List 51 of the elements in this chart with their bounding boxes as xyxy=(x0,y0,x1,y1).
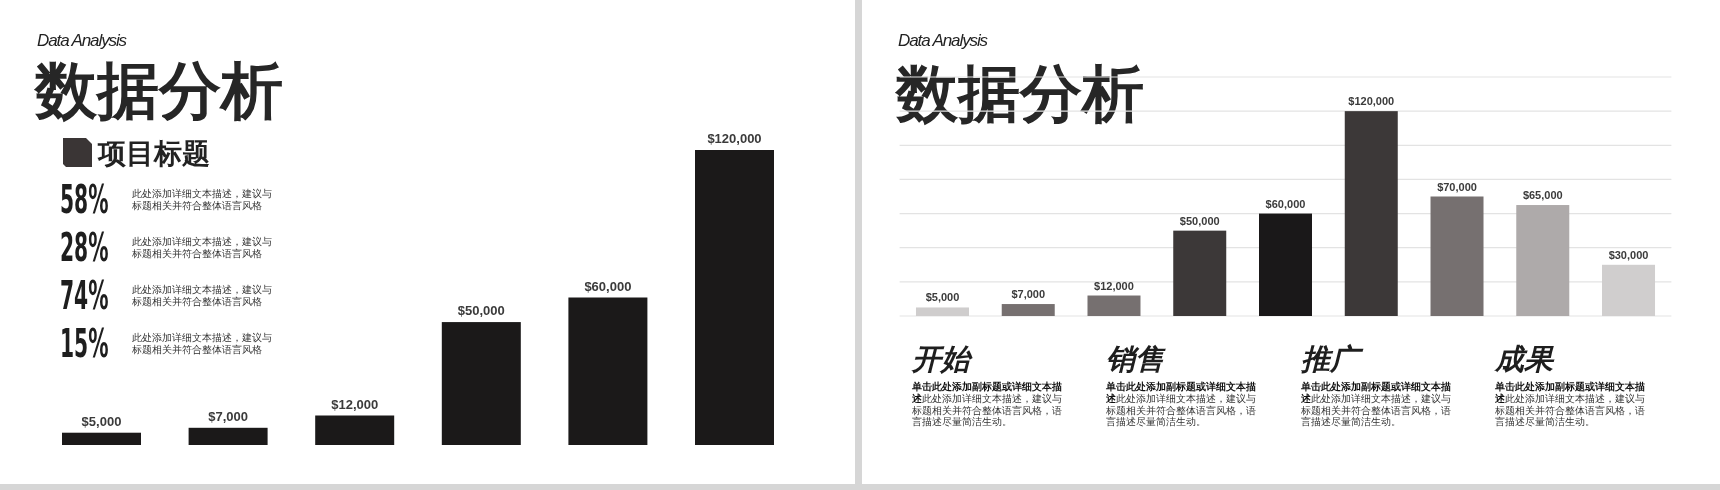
bar xyxy=(1001,304,1055,316)
annotation: 此处添加详细文本描述，建议与标题相关并符合整体语言风格 xyxy=(131,236,272,259)
data-label: $12,000 xyxy=(1094,279,1134,292)
text: 推广 xyxy=(1299,342,1364,376)
bar xyxy=(1602,264,1656,316)
annotation: 28% xyxy=(60,224,109,270)
data-label: $60,000 xyxy=(584,278,632,294)
data-label: $5,000 xyxy=(925,291,960,304)
text: 数据分析 xyxy=(33,54,283,127)
data-label: $7,000 xyxy=(1011,288,1046,301)
data-label: $60,000 xyxy=(1265,197,1306,210)
text: 销售 xyxy=(1106,342,1167,376)
text: 单击此处添加副标题或详细文本描述此处添加详细文本描述，建议与标题相关并符合整体语言风格，语言描述尽量简洁生动。 xyxy=(1493,381,1645,428)
bar xyxy=(1173,230,1227,316)
bar xyxy=(1087,295,1141,316)
annotation: 15% xyxy=(60,320,109,366)
bar xyxy=(188,427,268,445)
chart-title: 数据分析 xyxy=(894,57,1144,130)
annotation: 项目标题 xyxy=(97,137,210,170)
bar xyxy=(1344,111,1398,316)
chart-subtitle: Data Analysis xyxy=(898,31,989,50)
bar xyxy=(568,297,648,445)
annotation: 58% xyxy=(60,176,109,222)
text: 单击此处添加副标题或详细文本描述此处添加详细文本描述，建议与标题相关并符合整体语言风格，语言描述尽量简洁生动。 xyxy=(1105,381,1257,428)
bar xyxy=(62,432,141,445)
data-label: $65,000 xyxy=(1522,189,1563,202)
data-label: $50,000 xyxy=(1179,214,1220,227)
data-label: $5,000 xyxy=(81,413,122,429)
data-label: $7,000 xyxy=(208,408,248,424)
bar xyxy=(1516,205,1570,316)
bar xyxy=(315,415,395,445)
text: 单击此处添加副标题或详细文本描述此处添加详细文本描述，建议与标题相关并符合整体语言风格，语言描述尽量简洁生动。 xyxy=(911,381,1062,428)
data-label: $50,000 xyxy=(457,303,505,319)
data-label: $70,000 xyxy=(1437,180,1477,193)
bar xyxy=(695,150,774,445)
data-label: $30,000 xyxy=(1608,248,1649,261)
bar xyxy=(441,322,521,445)
data-label: $120,000 xyxy=(1348,95,1395,108)
annotation: 此处添加详细文本描述，建议与标题相关并符合整体语言风格 xyxy=(131,284,272,307)
data-label: $12,000 xyxy=(331,396,379,412)
text: Data Analysis xyxy=(37,31,128,50)
annotation: 此处添加详细文本描述，建议与标题相关并符合整体语言风格 xyxy=(131,332,272,355)
bar xyxy=(915,307,969,316)
bar xyxy=(1430,196,1484,316)
text: 开始 xyxy=(911,342,973,376)
bar xyxy=(1259,213,1312,316)
text: 成果 xyxy=(1492,342,1555,376)
text: 单击此处添加副标题或详细文本描述此处添加详细文本描述，建议与标题相关并符合整体语言风格，语言描述尽量简洁生动。 xyxy=(1299,381,1451,428)
annotation: 74% xyxy=(60,272,109,318)
data-label: $120,000 xyxy=(707,131,762,146)
annotation: 此处添加详细文本描述，建议与标题相关并符合整体语言风格 xyxy=(131,188,272,211)
